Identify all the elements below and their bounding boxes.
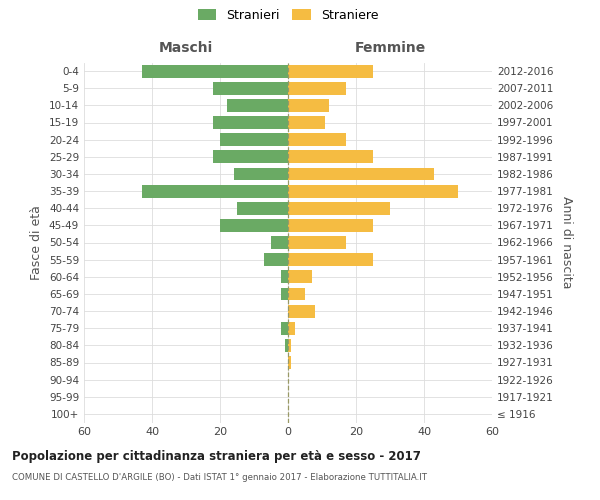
Bar — [271, 236, 288, 249]
Bar — [142, 184, 288, 198]
Bar — [288, 133, 346, 146]
Bar — [288, 288, 305, 300]
Bar — [288, 356, 292, 369]
Bar — [288, 219, 373, 232]
Bar — [288, 253, 373, 266]
Bar — [288, 116, 325, 129]
Y-axis label: Anni di nascita: Anni di nascita — [560, 196, 573, 289]
Bar — [281, 322, 288, 334]
Bar — [288, 236, 346, 249]
Bar — [264, 253, 288, 266]
Bar — [213, 150, 288, 163]
Bar — [288, 270, 312, 283]
Text: Popolazione per cittadinanza straniera per età e sesso - 2017: Popolazione per cittadinanza straniera p… — [12, 450, 421, 463]
Bar — [220, 133, 288, 146]
Bar — [281, 288, 288, 300]
Bar — [227, 99, 288, 112]
Bar — [288, 322, 295, 334]
Legend: Stranieri, Straniere: Stranieri, Straniere — [193, 4, 383, 27]
Bar — [237, 202, 288, 214]
Bar — [220, 219, 288, 232]
Bar — [142, 64, 288, 78]
Text: COMUNE DI CASTELLO D'ARGILE (BO) - Dati ISTAT 1° gennaio 2017 - Elaborazione TUT: COMUNE DI CASTELLO D'ARGILE (BO) - Dati … — [12, 472, 427, 482]
Bar — [284, 339, 288, 352]
Bar — [288, 202, 390, 214]
Bar — [288, 339, 292, 352]
Text: Maschi: Maschi — [159, 42, 213, 56]
Bar — [288, 168, 434, 180]
Bar — [233, 168, 288, 180]
Bar — [288, 64, 373, 78]
Text: Femmine: Femmine — [355, 42, 425, 56]
Bar — [288, 99, 329, 112]
Bar — [288, 304, 315, 318]
Bar — [213, 82, 288, 94]
Y-axis label: Fasce di età: Fasce di età — [31, 205, 43, 280]
Bar — [213, 116, 288, 129]
Bar — [288, 82, 346, 94]
Bar — [288, 150, 373, 163]
Bar — [281, 270, 288, 283]
Bar — [288, 184, 458, 198]
